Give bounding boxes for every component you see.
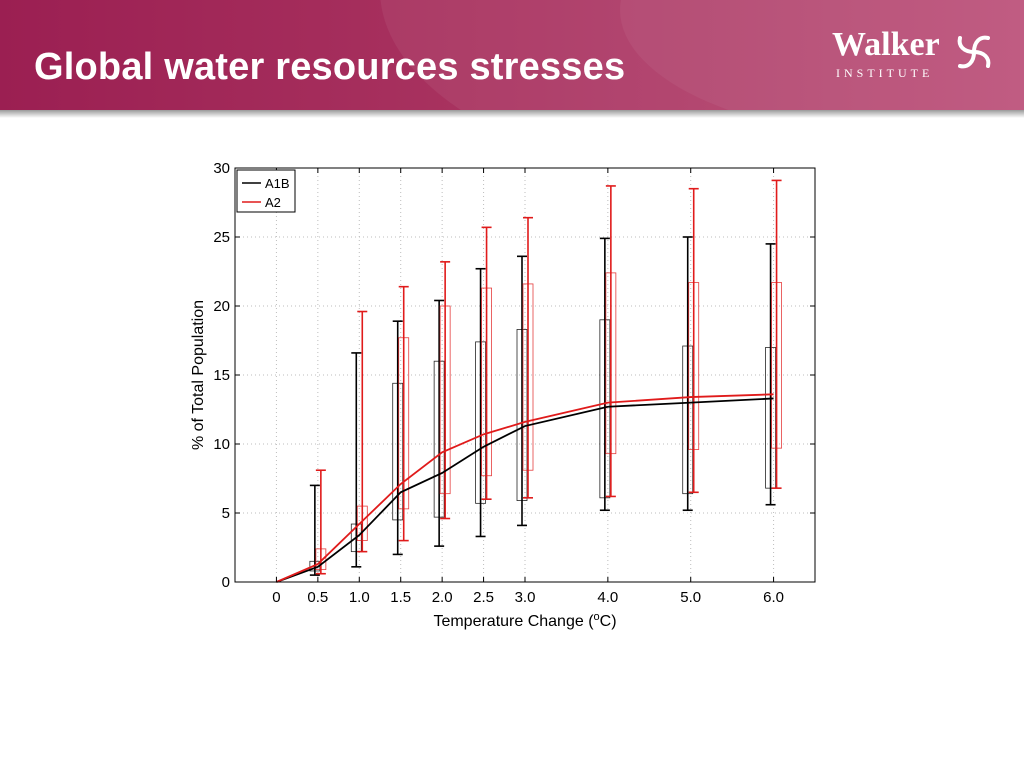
interquartile-box <box>516 329 528 501</box>
interquartile-box <box>688 282 700 450</box>
logo-subtitle: INSTITUTE <box>836 66 934 80</box>
series-a1b-boxes <box>309 236 776 576</box>
box-plot-chart: 0 5 10 15 20 25 30 0 0.5 1.0 1.5 2.0 2.5 3.0 4.0 5.0 6.0… <box>190 160 816 630</box>
interquartile-box <box>765 346 776 489</box>
interquartile-box <box>605 272 617 455</box>
y-tick-label: 10 <box>213 436 230 453</box>
interquartile-box <box>522 283 534 471</box>
interquartile-box <box>433 360 445 518</box>
x-tick-label: 1.5 <box>390 589 411 606</box>
interquartile-box <box>398 337 410 510</box>
x-tick-label: 2.5 <box>473 589 494 606</box>
y-tick-label: 5 <box>222 505 230 522</box>
y-tick-label: 15 <box>213 367 230 384</box>
interquartile-box <box>481 287 492 477</box>
slide-title: Global water resources stresses <box>34 46 626 88</box>
y-tick-label: 20 <box>213 298 230 315</box>
x-tick-label: 3.0 <box>515 589 536 606</box>
y-tick-label: 30 <box>213 160 230 177</box>
interquartile-box <box>771 282 782 449</box>
x-axis-label: Temperature Change (oC) <box>433 611 616 630</box>
y-axis-label: % of Total Population <box>190 300 207 450</box>
y-tick-label: 25 <box>213 229 230 246</box>
x-tick-label: 1.0 <box>349 589 370 606</box>
x-tick-label: 2.0 <box>432 589 453 606</box>
series-a1b-line <box>276 397 774 583</box>
title-banner: Global water resources stresses Walker I… <box>0 0 1024 110</box>
x-tick-label: 0.5 <box>307 589 328 606</box>
legend-box <box>236 169 296 213</box>
interquartile-box <box>356 505 368 542</box>
interquartile-box <box>682 345 694 495</box>
legend-label-a1b: A1B <box>265 176 290 191</box>
x-tick-label: 0 <box>272 589 280 606</box>
walker-institute-logo: Walker INSTITUTE <box>832 26 1002 82</box>
legend-label-a2: A2 <box>265 195 281 210</box>
interquartile-box <box>350 523 362 553</box>
banner-shadow <box>0 110 1024 118</box>
y-tick-label: 0 <box>222 574 230 591</box>
interquartile-box <box>439 305 451 495</box>
x-tick-label: 5.0 <box>680 589 701 606</box>
interquartile-box <box>315 548 327 570</box>
swirl-logo-icon <box>957 35 991 69</box>
series-a2-line <box>276 393 774 583</box>
x-tick-label: 4.0 <box>597 589 618 606</box>
interquartile-box <box>392 382 404 521</box>
logo-name: Walker <box>832 26 940 63</box>
interquartile-box <box>475 341 486 504</box>
x-tick-label: 6.0 <box>763 589 784 606</box>
series-a2-boxes <box>315 179 782 575</box>
